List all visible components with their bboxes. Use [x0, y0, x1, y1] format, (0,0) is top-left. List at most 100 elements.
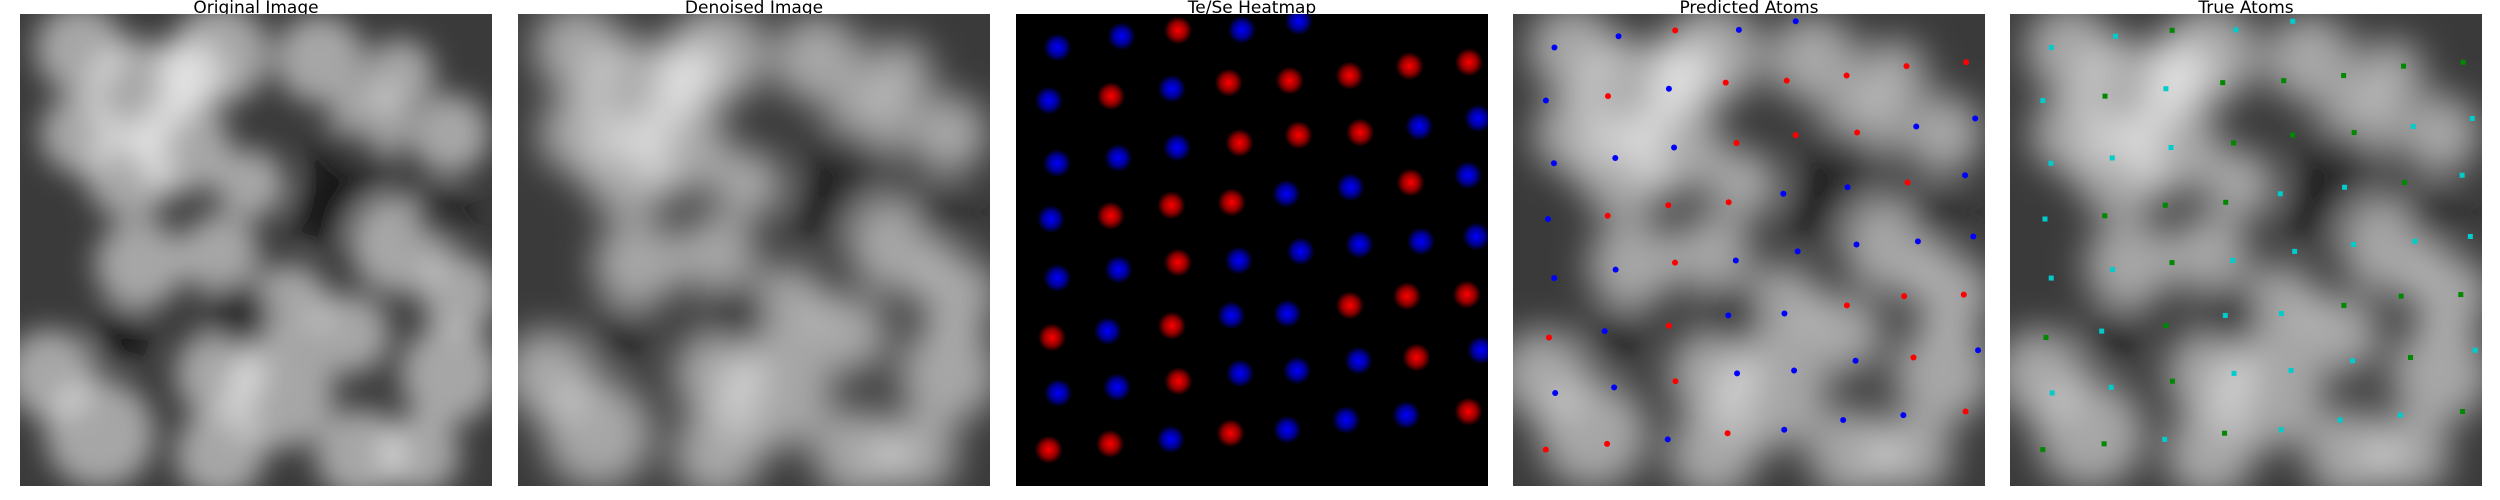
- se-heat-spot: [1163, 133, 1192, 162]
- true-atom-marker: [2040, 98, 2046, 104]
- predicted-se-marker: [1671, 144, 1678, 151]
- true-atom-marker: [2042, 216, 2048, 222]
- predicted-se-marker: [1550, 160, 1557, 167]
- panel-true: True Atoms: [2010, 0, 2482, 500]
- true-atom-marker: [2110, 267, 2116, 273]
- predicted-se-marker: [1853, 241, 1860, 248]
- true-atom-marker: [2408, 355, 2414, 361]
- te-heat-spot: [1034, 435, 1063, 464]
- true-atom-marker: [2169, 378, 2175, 384]
- se-heat-spot: [1273, 299, 1302, 328]
- se-heat-spot: [1405, 112, 1434, 141]
- te-heat-spot: [1097, 82, 1126, 111]
- predicted-te-marker: [1904, 179, 1911, 186]
- true-atom-marker: [2460, 409, 2466, 415]
- predicted-se-marker: [1970, 233, 1977, 240]
- predicted-te-marker: [1604, 212, 1611, 219]
- predicted-te-marker: [1910, 354, 1917, 361]
- te-heat-spot: [1393, 282, 1422, 311]
- predicted-te-marker: [1960, 291, 1967, 298]
- predicted-te-marker: [1962, 408, 1969, 415]
- predicted-se-marker: [1601, 328, 1608, 335]
- predicted-te-marker: [1792, 132, 1799, 139]
- se-heat-spot: [1036, 205, 1065, 234]
- se-heat-spot: [1224, 246, 1253, 275]
- true-atom-marker: [2162, 436, 2168, 442]
- true-atom-marker: [2231, 370, 2237, 376]
- panel-heatmap: Te/Se Heatmap: [1016, 0, 1488, 500]
- true-atom-marker: [2231, 140, 2237, 146]
- predicted-se-marker: [1551, 44, 1558, 51]
- predicted-te-marker: [1724, 430, 1731, 437]
- te-heat-spot: [1335, 61, 1364, 90]
- predicted-te-marker: [1854, 129, 1861, 136]
- se-heat-spot: [1103, 373, 1132, 402]
- true-atom-marker: [2040, 447, 2046, 453]
- se-heat-spot: [1283, 356, 1312, 385]
- predicted-te-marker: [1733, 139, 1740, 146]
- predicted-se-marker: [1665, 85, 1672, 92]
- true-atom-marker: [2102, 93, 2108, 99]
- true-atom-marker: [2049, 390, 2055, 396]
- panel-predicted: Predicted Atoms: [1513, 0, 1985, 500]
- true-atom-marker: [2278, 311, 2284, 317]
- predicted-te-marker: [1604, 440, 1611, 447]
- te-heat-spot: [1395, 52, 1424, 81]
- true-atom-marker: [2163, 323, 2169, 329]
- predicted-se-marker: [1611, 384, 1618, 391]
- predicted-se-marker: [1735, 26, 1742, 33]
- true-atom-marker: [2048, 44, 2054, 50]
- predicted-te-marker: [1963, 59, 1970, 66]
- true-atom-marker: [2109, 155, 2115, 161]
- predicted-te-marker: [1665, 202, 1672, 209]
- predicted-se-marker: [1794, 248, 1801, 255]
- true-atoms-image: [2010, 14, 2482, 486]
- predicted-atoms-image: [1513, 14, 1985, 486]
- predicted-se-marker: [1552, 389, 1559, 396]
- panel-title: Predicted Atoms: [1679, 0, 1819, 14]
- se-heat-spot: [1273, 415, 1302, 444]
- predicted-se-marker: [1840, 416, 1847, 423]
- true-atom-marker: [2292, 248, 2298, 254]
- se-heat-spot: [1345, 230, 1374, 259]
- panel-title: Denoised Image: [684, 0, 824, 14]
- se-heat-spot: [1104, 143, 1133, 172]
- predicted-te-marker: [1722, 79, 1729, 86]
- predicted-te-marker: [1672, 378, 1679, 385]
- true-atom-marker: [2233, 27, 2239, 33]
- predicted-se-marker: [1615, 33, 1622, 40]
- true-atom-marker: [2108, 384, 2114, 390]
- true-atom-marker: [2410, 123, 2416, 129]
- true-atom-marker: [2163, 86, 2169, 92]
- predicted-te-marker: [1545, 334, 1552, 341]
- te-heat-spot: [1164, 16, 1193, 45]
- predicted-se-marker: [1913, 123, 1920, 130]
- true-atom-marker: [2459, 172, 2465, 178]
- predicted-se-marker: [1852, 357, 1859, 364]
- predicted-se-marker: [1792, 18, 1799, 25]
- se-heat-spot: [1217, 301, 1246, 330]
- predicted-se-marker: [1612, 266, 1619, 273]
- true-atom-marker: [2048, 275, 2054, 281]
- se-heat-spot: [1284, 14, 1313, 36]
- true-atom-marker: [2099, 328, 2105, 334]
- predicted-te-marker: [1665, 322, 1672, 329]
- te-heat-spot: [1455, 48, 1484, 77]
- se-heat-spot: [1344, 346, 1373, 375]
- te-heat-spot: [1096, 429, 1125, 458]
- te-heat-spot: [1284, 121, 1313, 150]
- predicted-se-marker: [1975, 347, 1982, 354]
- true-atom-marker: [2350, 358, 2356, 364]
- predicted-te-marker: [1605, 93, 1612, 100]
- true-atom-marker: [2337, 417, 2343, 423]
- te-heat-spot: [1452, 280, 1481, 309]
- panel-title: Original Image: [193, 0, 319, 14]
- predicted-se-marker: [1962, 172, 1969, 179]
- se-heat-spot: [1226, 359, 1255, 388]
- se-heat-spot: [1272, 179, 1301, 208]
- predicted-te-marker: [1725, 199, 1732, 206]
- predicted-se-marker: [1844, 184, 1851, 191]
- predicted-se-marker: [1914, 238, 1921, 245]
- true-atom-marker: [2288, 367, 2294, 373]
- predicted-se-marker: [1542, 97, 1549, 104]
